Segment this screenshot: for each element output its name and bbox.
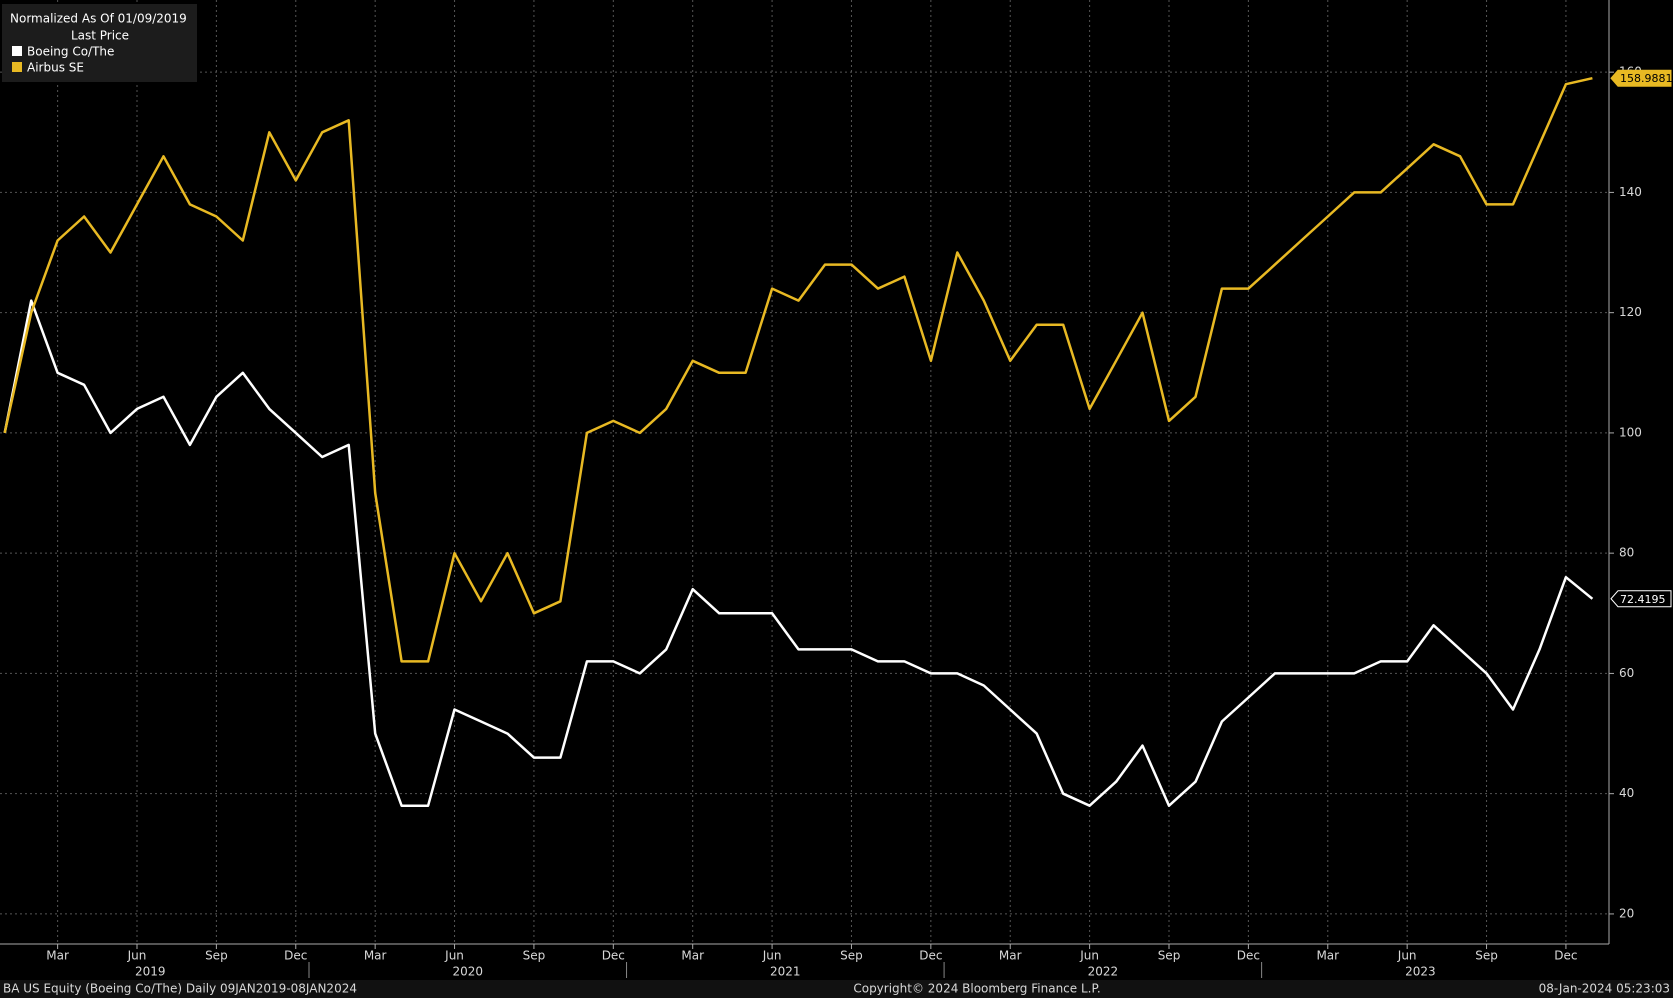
y-tick-label: 20: [1619, 906, 1634, 920]
year-label: 2021: [770, 965, 801, 979]
lines: [3, 76, 1594, 807]
chart-title: Normalized As Of 01/09/2019: [10, 12, 187, 26]
x-tick-label: Dec: [1237, 949, 1260, 963]
year-label: 2022: [1088, 965, 1119, 979]
y-tick-label: 60: [1619, 666, 1634, 680]
legend-label: Airbus SE: [27, 61, 84, 75]
footer-center: Copyright© 2024 Bloomberg Finance L.P.: [853, 982, 1100, 996]
legend: Normalized As Of 01/09/2019 Last Price B…: [2, 4, 197, 82]
last-value-tag: [1610, 590, 1672, 608]
y-tick-label: 100: [1619, 425, 1642, 439]
last-value-label: 158.9881: [1620, 72, 1673, 85]
y-tick-label: 140: [1619, 185, 1642, 199]
y-tick-label: 120: [1619, 305, 1642, 319]
series-line: [3, 76, 1593, 663]
last-value-tag: [1610, 69, 1672, 87]
x-tick-label: Jun: [127, 949, 147, 963]
legend-box: [2, 4, 197, 82]
grid: [0, 0, 1609, 944]
legend-swatch: [12, 62, 22, 72]
footer-right: 08-Jan-2024 05:23:03: [1539, 982, 1670, 996]
year-label: 2020: [452, 965, 483, 979]
last-value-label: 72.4195: [1620, 593, 1666, 606]
x-tick-label: Dec: [1554, 949, 1577, 963]
x-tick-label: Sep: [840, 949, 863, 963]
x-tick-label: Jun: [444, 949, 464, 963]
x-tick-label: Sep: [205, 949, 228, 963]
x-tick-label: Jun: [1397, 949, 1417, 963]
x-tick-label: Mar: [46, 949, 69, 963]
x-tick-label: Dec: [602, 949, 625, 963]
y-tick-label: 80: [1619, 546, 1634, 560]
x-tick-label: Jun: [762, 949, 782, 963]
x-tick-label: Jun: [1079, 949, 1099, 963]
x-tick-label: Mar: [364, 949, 387, 963]
x-tick-label: Mar: [999, 949, 1022, 963]
year-label: 2019: [135, 965, 166, 979]
x-tick-label: Dec: [919, 949, 942, 963]
x-tick-label: Mar: [1316, 949, 1339, 963]
legend-label: Boeing Co/The: [27, 45, 114, 59]
year-label: 2023: [1405, 965, 1436, 979]
y-tick-label: 40: [1619, 786, 1634, 800]
legend-swatch: [12, 46, 22, 56]
x-tick-label: Mar: [681, 949, 704, 963]
series-line: [3, 299, 1594, 807]
footer-left: BA US Equity (Boeing Co/The) Daily 09JAN…: [3, 982, 357, 996]
x-tick-label: Sep: [1475, 949, 1498, 963]
x-tick-label: Sep: [523, 949, 546, 963]
footer-bar: [0, 980, 1673, 998]
x-tick-label: Sep: [1158, 949, 1181, 963]
x-tick-label: Dec: [284, 949, 307, 963]
chart-subtitle: Last Price: [71, 29, 129, 43]
